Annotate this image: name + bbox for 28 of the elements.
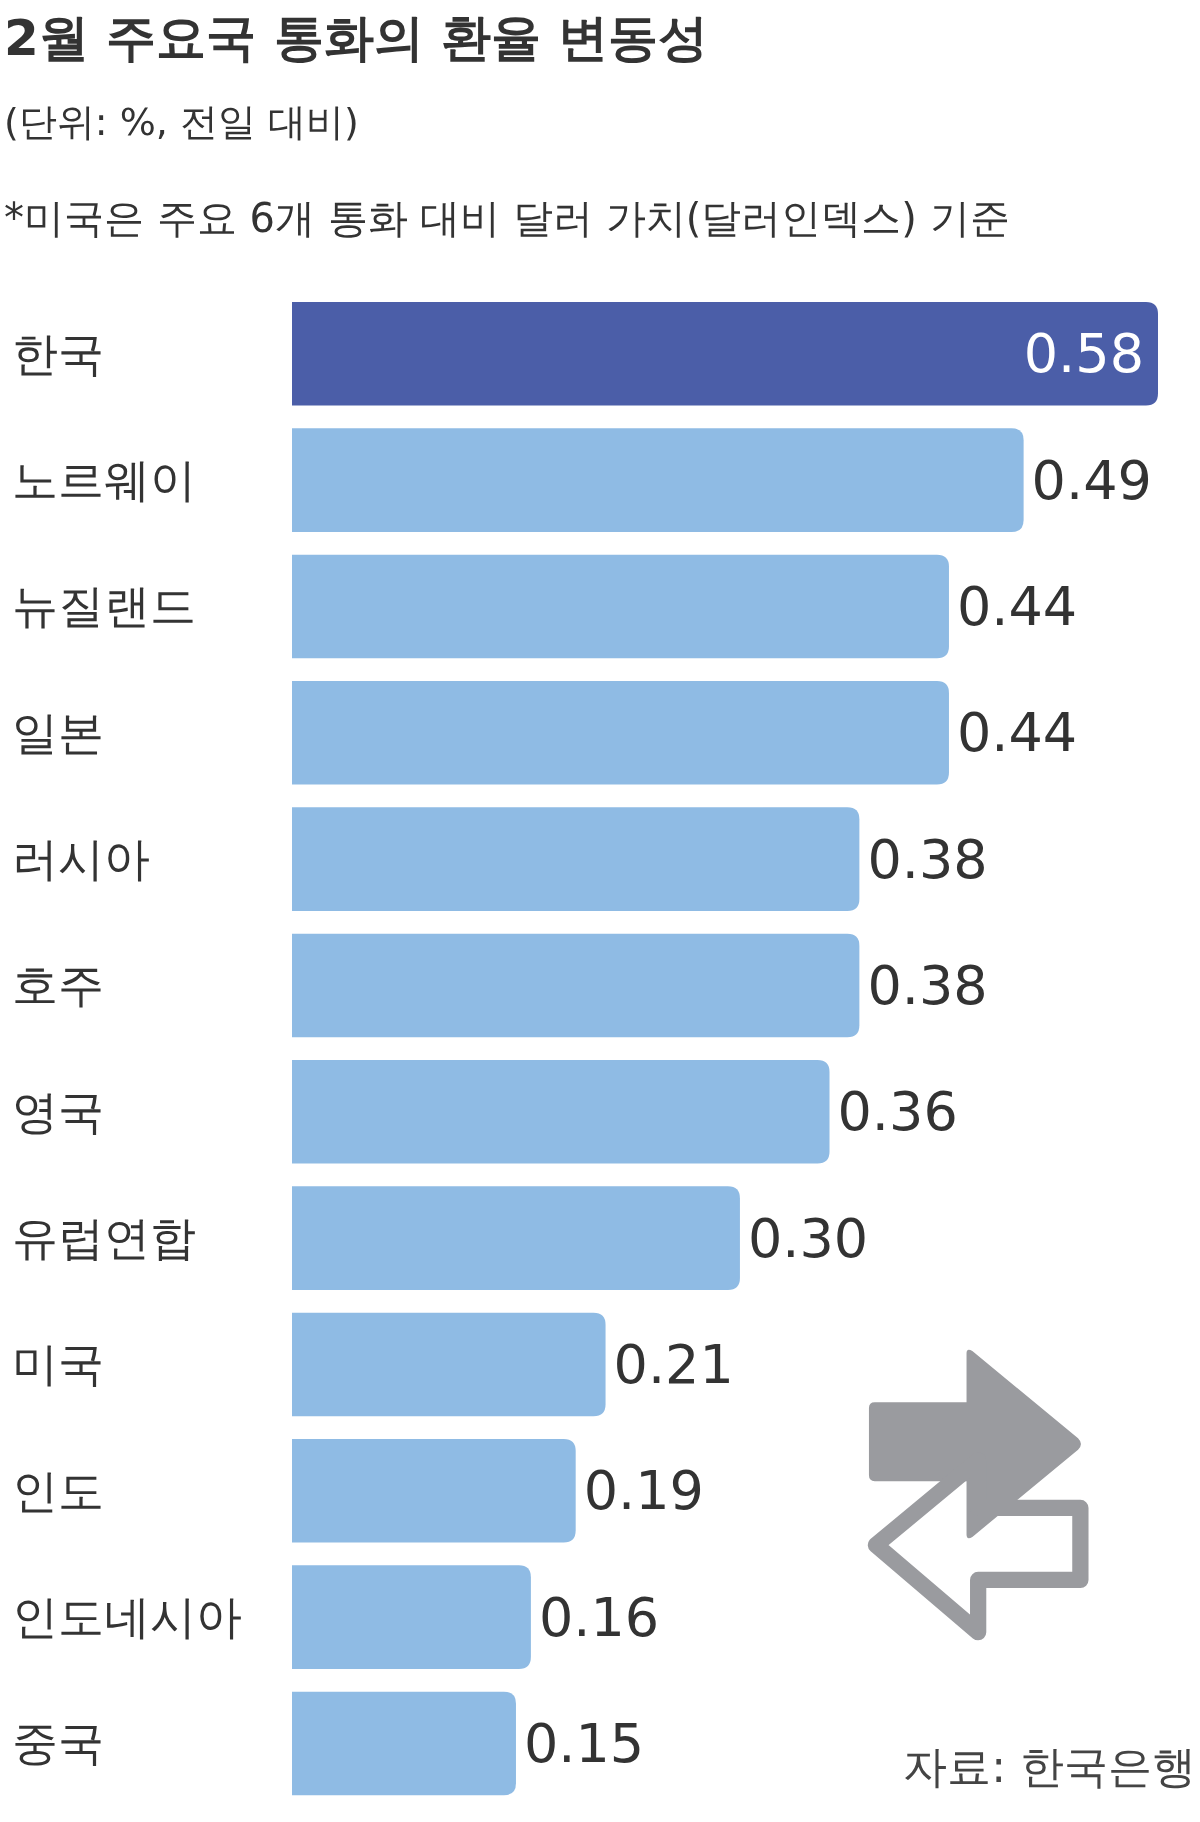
y-tick-label: 호주	[12, 958, 104, 1013]
data-label: 0.58	[1023, 322, 1144, 386]
y-tick-label: 미국	[12, 1337, 104, 1392]
y-tick-label: 한국	[12, 326, 104, 381]
y-tick-label: 유럽연합	[12, 1211, 196, 1266]
y-tick-label: 일본	[12, 705, 104, 760]
data-label: 0.44	[956, 574, 1078, 638]
chart-subtitle: (단위: %, 전일 대비)	[4, 100, 359, 144]
data-label: 0.44	[956, 701, 1078, 765]
y-tick-label: 인도네시아	[12, 1590, 242, 1645]
data-label: 0.30	[747, 1206, 869, 1270]
data-label: 0.21	[613, 1332, 734, 1396]
data-label: 0.15	[523, 1711, 645, 1775]
y-tick-label: 뉴질랜드	[12, 579, 196, 634]
y-tick-label: 노르웨이	[12, 453, 196, 508]
data-label: 0.19	[583, 1459, 704, 1523]
data-label: 0.49	[1031, 448, 1152, 512]
data-label: 0.38	[867, 827, 988, 891]
data-label: 0.36	[837, 1080, 958, 1144]
chart-title: 2월 주요국 통화의 환율 변동성	[4, 9, 709, 67]
y-tick-label: 중국	[12, 1716, 104, 1771]
y-tick-label: 영국	[12, 1084, 104, 1139]
y-tick-label: 인도	[12, 1463, 104, 1518]
text: *미국은 주요 6개 통화 대비 달러 가치(달러인덱스) 기준	[4, 195, 1010, 241]
data-label: 0.16	[538, 1585, 660, 1649]
y-tick-label: 러시아	[12, 832, 150, 887]
annotation: 자료: 한국은행	[903, 1740, 1196, 1792]
data-label: 0.38	[867, 953, 988, 1017]
